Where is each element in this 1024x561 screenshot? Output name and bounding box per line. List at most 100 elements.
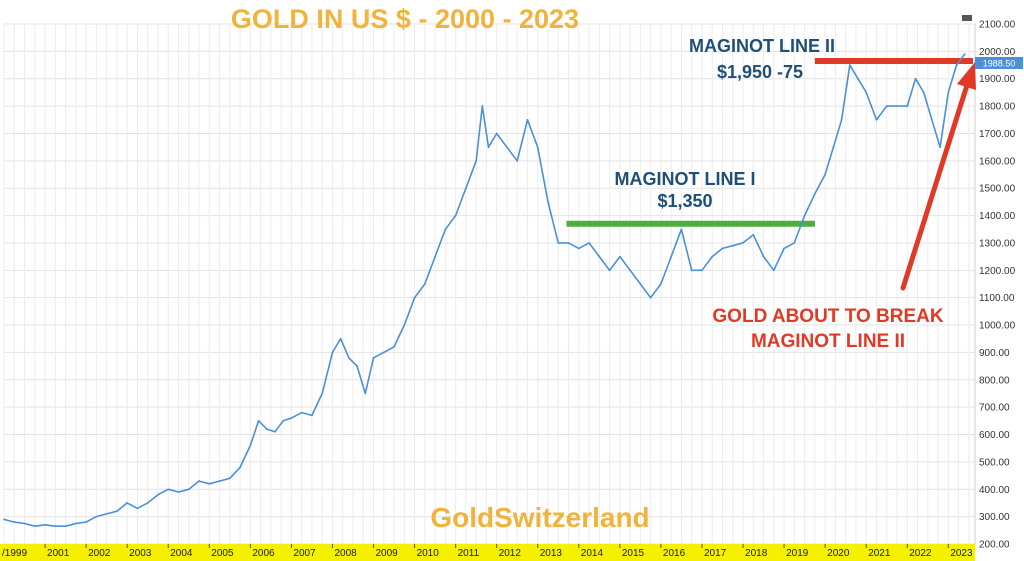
data-point bbox=[885, 105, 888, 108]
data-point bbox=[914, 77, 917, 80]
series-line bbox=[3, 53, 966, 528]
y-tick-label: 900.00 bbox=[979, 348, 1010, 359]
data-point bbox=[875, 118, 878, 121]
x-tick-label: 2019 bbox=[786, 548, 809, 559]
y-tick-label: 2100.00 bbox=[979, 20, 1016, 31]
data-point bbox=[930, 118, 933, 121]
data-point bbox=[393, 346, 395, 348]
x-tick-label: 2007 bbox=[293, 548, 316, 559]
data-point bbox=[793, 242, 796, 244]
data-point bbox=[85, 521, 88, 524]
data-point bbox=[311, 414, 313, 417]
data-point bbox=[126, 502, 129, 504]
data-point bbox=[731, 244, 734, 247]
data-point bbox=[157, 493, 159, 496]
data-point bbox=[423, 283, 426, 285]
y-tick-label: 1400.00 bbox=[979, 211, 1016, 222]
x-tick-label: 2006 bbox=[252, 548, 275, 559]
x-tick-label: 2015 bbox=[622, 548, 645, 559]
x-tick-label: 2011 bbox=[458, 548, 480, 559]
y-tick-label: 400.00 bbox=[979, 485, 1010, 496]
data-point bbox=[475, 159, 478, 162]
data-point bbox=[464, 187, 467, 190]
data-point bbox=[228, 477, 231, 480]
data-point bbox=[536, 146, 539, 149]
annotation-break-line-2: MAGINOT LINE II bbox=[751, 331, 905, 352]
y-tick-label: 1800.00 bbox=[979, 102, 1016, 113]
data-point bbox=[680, 228, 683, 231]
data-point bbox=[824, 173, 827, 176]
x-tick-label: 2005 bbox=[211, 548, 234, 559]
data-point bbox=[331, 351, 334, 354]
annotation-maginot-2-line-1: MAGINOT LINE II bbox=[689, 36, 835, 56]
x-tick-label: 2012 bbox=[499, 548, 522, 559]
data-point bbox=[239, 466, 241, 469]
grid-lines bbox=[3, 23, 976, 545]
watermark: GoldSwitzerland bbox=[430, 502, 649, 533]
data-point bbox=[848, 64, 851, 66]
data-point bbox=[347, 356, 350, 359]
data-point bbox=[547, 200, 549, 203]
data-point bbox=[257, 419, 260, 422]
y-tick-label: 1000.00 bbox=[979, 321, 1016, 332]
y-tick-label: 1300.00 bbox=[979, 238, 1016, 249]
data-point bbox=[557, 242, 560, 244]
data-point bbox=[649, 296, 652, 299]
x-tick-label: 2020 bbox=[827, 548, 850, 559]
data-point bbox=[670, 255, 673, 258]
annotation-break-line-1: GOLD ABOUT TO BREAK bbox=[712, 306, 943, 327]
x-tick-label: 2014 bbox=[581, 548, 604, 559]
plot-area bbox=[3, 23, 976, 545]
y-tick-label: 1700.00 bbox=[979, 129, 1016, 140]
x-tick-label: 2021 bbox=[868, 548, 891, 559]
data-point bbox=[444, 228, 447, 231]
data-point bbox=[577, 247, 580, 250]
data-point bbox=[454, 214, 457, 217]
price-marker: 1988.50 bbox=[975, 57, 1023, 69]
data-point bbox=[629, 269, 632, 272]
data-point bbox=[963, 53, 966, 56]
y-tick-label: 800.00 bbox=[979, 375, 1010, 386]
data-point bbox=[300, 411, 303, 414]
data-point bbox=[208, 482, 211, 485]
data-point bbox=[701, 269, 703, 272]
data-point bbox=[690, 269, 693, 272]
data-point bbox=[95, 515, 98, 518]
y-tick-label: 1200.00 bbox=[979, 266, 1016, 277]
y-tick-label: 1100.00 bbox=[979, 293, 1015, 304]
data-point bbox=[660, 283, 662, 285]
data-point bbox=[742, 242, 744, 244]
corner-marker bbox=[962, 15, 972, 21]
chart-title: GOLD IN US $ - 2000 - 2023 bbox=[231, 4, 579, 34]
y-tick-label: 1500.00 bbox=[979, 184, 1016, 195]
data-point bbox=[598, 255, 601, 258]
data-point bbox=[136, 507, 139, 510]
x-tick-label: /1999 bbox=[2, 548, 27, 559]
data-point bbox=[783, 247, 785, 250]
data-point bbox=[526, 118, 529, 121]
data-point bbox=[54, 525, 57, 528]
data-point bbox=[434, 255, 436, 258]
y-tick-label: 200.00 bbox=[979, 540, 1010, 551]
data-point bbox=[290, 417, 293, 420]
data-point bbox=[265, 428, 268, 430]
data-point bbox=[249, 444, 252, 447]
annotation-maginot-1-line-2: $1,350 bbox=[657, 191, 712, 211]
y-tick-label: 1900.00 bbox=[979, 74, 1016, 85]
y-tick-label: 500.00 bbox=[979, 457, 1010, 468]
data-point bbox=[772, 269, 775, 272]
annotation-maginot-2-line-2: $1,950 -75 bbox=[717, 62, 803, 82]
y-tick-label: 300.00 bbox=[979, 512, 1010, 523]
maginot-levels bbox=[566, 57, 973, 227]
data-point bbox=[896, 105, 898, 108]
y-tick-label: 600.00 bbox=[979, 430, 1010, 441]
data-point bbox=[840, 118, 843, 121]
data-point bbox=[413, 296, 416, 299]
x-tick-label: 2022 bbox=[909, 548, 932, 559]
price-marker-label: 1988.50 bbox=[983, 59, 1016, 69]
data-point bbox=[321, 392, 324, 395]
data-point bbox=[146, 502, 149, 504]
data-point bbox=[74, 522, 77, 525]
data-point bbox=[13, 521, 16, 524]
